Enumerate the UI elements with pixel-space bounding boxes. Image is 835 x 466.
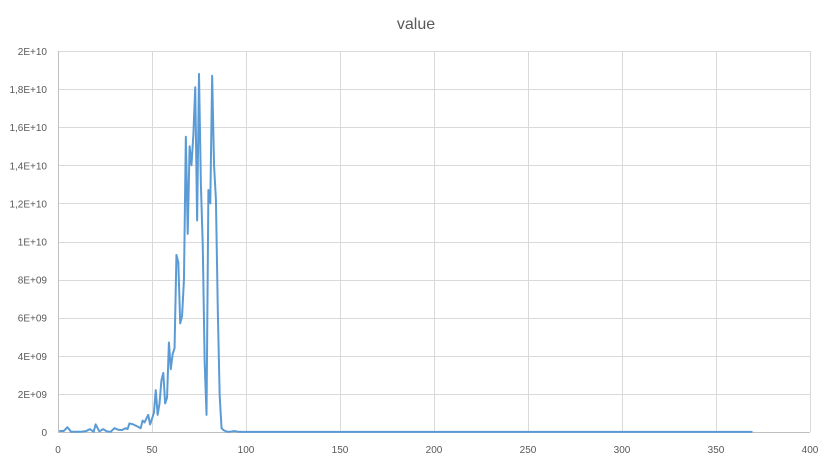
x-tick-label: 250 xyxy=(520,445,537,456)
y-tick-label: 1,6E+10 xyxy=(9,123,47,134)
y-tick-label: 4E+09 xyxy=(18,352,48,363)
x-tick-label: 150 xyxy=(332,445,349,456)
x-tick-label: 400 xyxy=(802,445,819,456)
y-tick-label: 2E+10 xyxy=(18,47,48,58)
y-tick-label: 8E+09 xyxy=(18,276,48,287)
y-tick-label: 6E+09 xyxy=(18,314,48,325)
x-tick-label: 350 xyxy=(708,445,725,456)
x-tick-label: 50 xyxy=(146,445,158,456)
chart-title: value xyxy=(397,16,435,33)
series-line xyxy=(58,72,753,433)
y-tick-label: 0 xyxy=(41,428,47,439)
x-tick-label: 200 xyxy=(426,445,443,456)
grid-layer xyxy=(58,51,811,432)
x-tick-label: 300 xyxy=(614,445,631,456)
y-tick-label: 1,8E+10 xyxy=(9,85,47,96)
x-tick-label: 100 xyxy=(238,445,255,456)
y-tick-label: 1,2E+10 xyxy=(9,199,47,210)
x-tick-label: 0 xyxy=(55,445,61,456)
y-tick-label: 1,4E+10 xyxy=(9,161,47,172)
y-tick-label: 1E+10 xyxy=(18,238,48,249)
series-layer xyxy=(58,72,753,433)
y-tick-label: 2E+09 xyxy=(18,390,48,401)
